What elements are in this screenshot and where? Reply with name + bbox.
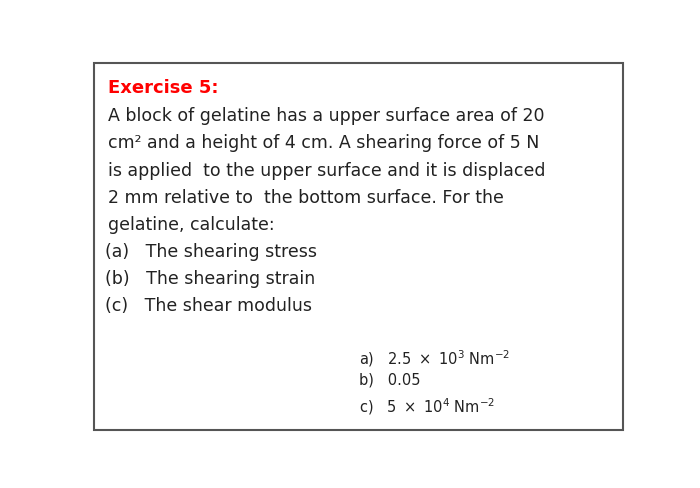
- FancyBboxPatch shape: [94, 63, 624, 430]
- Text: b)   0.05: b) 0.05: [358, 372, 420, 387]
- Text: cm² and a height of 4 cm. A shearing force of 5 N: cm² and a height of 4 cm. A shearing for…: [108, 135, 540, 152]
- Text: (c)   The shear modulus: (c) The shear modulus: [106, 297, 312, 315]
- Text: c)   $5\ \times\ 10^{4}\ \mathregular{Nm}^{-2}$: c) $5\ \times\ 10^{4}\ \mathregular{Nm}^…: [358, 397, 495, 417]
- Text: gelatine, calculate:: gelatine, calculate:: [108, 216, 274, 234]
- Text: (b)   The shearing strain: (b) The shearing strain: [106, 270, 316, 288]
- Text: a)   $2.5\ \times\ 10^{3}\ \mathregular{Nm}^{-2}$: a) $2.5\ \times\ 10^{3}\ \mathregular{Nm…: [358, 348, 510, 368]
- Text: A block of gelatine has a upper surface area of 20: A block of gelatine has a upper surface …: [108, 107, 545, 125]
- Text: is applied  to the upper surface and it is displaced: is applied to the upper surface and it i…: [108, 162, 545, 180]
- Text: (a)   The shearing stress: (a) The shearing stress: [106, 243, 317, 261]
- Text: Exercise 5:: Exercise 5:: [108, 79, 218, 97]
- Text: 2 mm relative to  the bottom surface. For the: 2 mm relative to the bottom surface. For…: [108, 188, 504, 206]
